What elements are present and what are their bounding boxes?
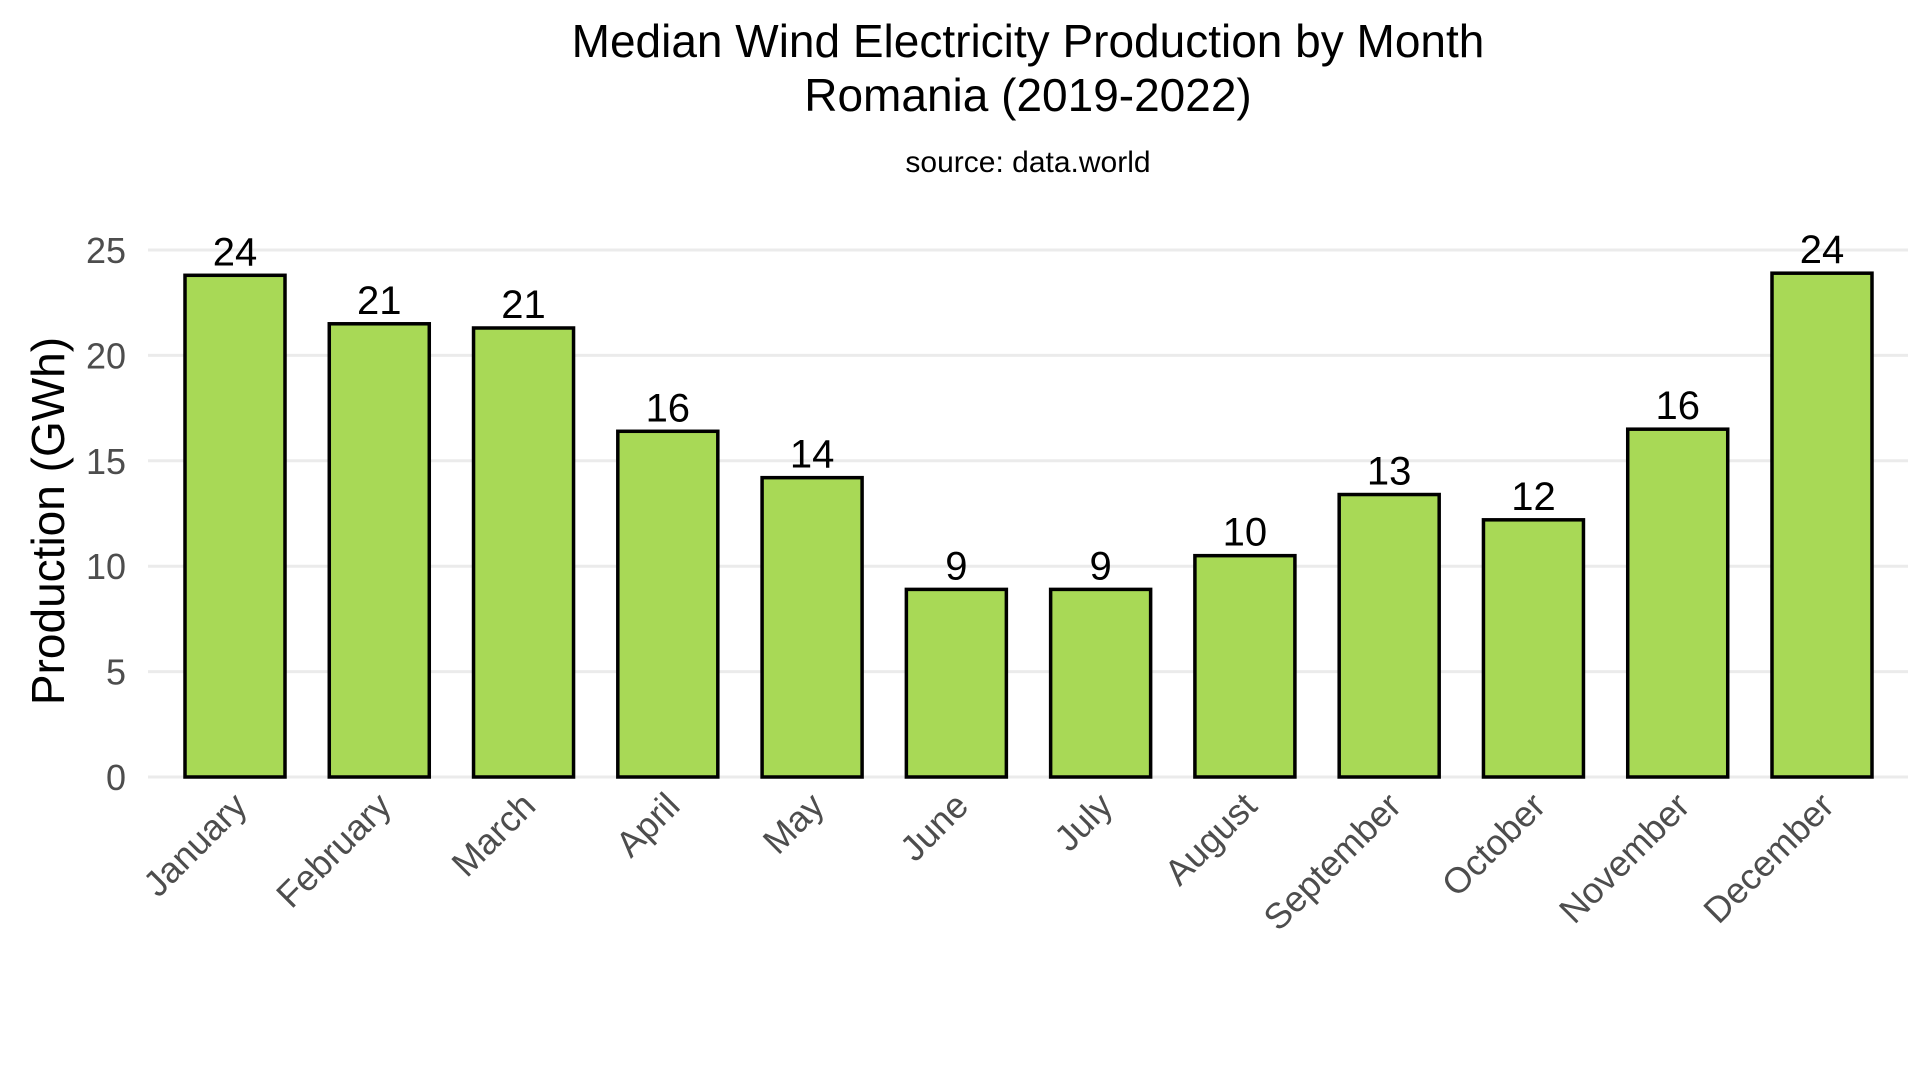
y-tick-label: 15: [86, 441, 126, 482]
chart-caption: source: data.world: [905, 146, 1150, 179]
bar-value-label: 12: [1511, 475, 1556, 519]
x-tick-label: July: [1046, 785, 1120, 859]
x-tick-label: February: [268, 785, 399, 916]
bar: [1337, 492, 1441, 779]
bar: [760, 475, 864, 779]
bar-value-label: 16: [1655, 384, 1700, 428]
x-tick-label: March: [443, 785, 543, 885]
x-tick-label: January: [135, 785, 255, 905]
x-tick-label: May: [755, 785, 832, 862]
x-axis-ticks: January February March April May June July Augu…: [135, 785, 1842, 939]
y-tick-label: 20: [86, 335, 126, 376]
bar-value-label: 21: [501, 283, 546, 327]
bar-value-label: 10: [1223, 511, 1268, 555]
y-tick-label: 5: [106, 652, 126, 693]
x-tick-label: June: [892, 785, 976, 869]
chart-title: Median Wind Electricity Production by Mo…: [572, 15, 1485, 67]
grid: [148, 248, 1908, 779]
y-tick-label: 25: [86, 230, 126, 271]
bar: [1481, 518, 1586, 779]
bar-value-label: 24: [213, 230, 258, 274]
x-tick-label: September: [1255, 785, 1409, 939]
bar-value-label: 16: [646, 386, 691, 430]
bar: [1625, 427, 1730, 779]
bar-value-label: 24: [1800, 228, 1845, 272]
chart-subtitle: Romania (2019-2022): [804, 69, 1252, 121]
bar: [471, 326, 576, 779]
bar: [1193, 553, 1297, 779]
y-axis-ticks: 0 5 10 15 20 25: [86, 230, 126, 798]
bar-value-label: 9: [945, 544, 967, 588]
bar: [183, 273, 287, 779]
bar: [1048, 587, 1153, 779]
bar: [616, 429, 720, 779]
x-tick-label: October: [1434, 785, 1554, 905]
bar-value-label: 9: [1090, 544, 1112, 588]
bar-value-label: 13: [1367, 450, 1412, 494]
bar-value-label: 21: [357, 279, 402, 323]
x-tick-label: April: [608, 785, 688, 865]
y-tick-label: 10: [86, 546, 126, 587]
bar: [327, 322, 432, 779]
x-tick-label: December: [1695, 785, 1841, 931]
value-labels: 24 21 21 16 14 9 9 10 13 12 16 24: [213, 228, 1845, 588]
y-tick-label: 0: [106, 757, 126, 798]
bars: [183, 271, 1874, 779]
y-axis-label: Production (GWh): [22, 337, 74, 705]
bar: [904, 587, 1009, 779]
x-tick-label: August: [1156, 785, 1264, 893]
bar-value-label: 14: [790, 433, 835, 477]
bar: [1770, 271, 1874, 779]
x-tick-label: November: [1551, 785, 1697, 931]
